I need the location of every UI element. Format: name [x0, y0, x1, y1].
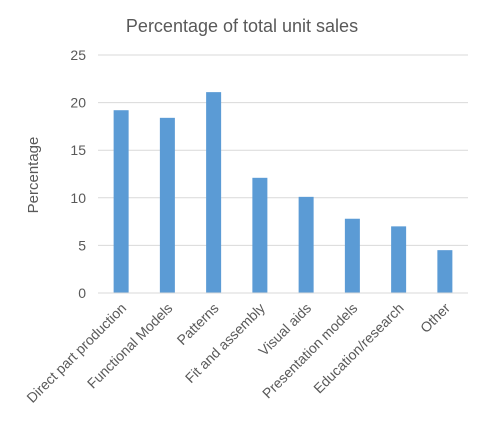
x-category-label: Other: [417, 300, 453, 336]
x-category-label: Education/research: [310, 300, 407, 397]
bar: [159, 117, 175, 293]
bar: [437, 250, 453, 293]
bar: [298, 196, 314, 293]
x-category-label: Functional Models: [84, 300, 176, 392]
y-tick-label: 0: [78, 285, 86, 301]
bar: [252, 177, 268, 293]
bar: [344, 218, 360, 293]
bar: [391, 226, 407, 293]
bars: [113, 92, 453, 294]
y-tick-label: 15: [70, 142, 86, 158]
bar: [113, 110, 129, 293]
y-tick-label: 10: [70, 190, 86, 206]
y-axis-ticks: 0 5 10 15 20 25: [70, 47, 86, 301]
bar: [206, 92, 222, 294]
x-category-label: Fit and assembly: [182, 300, 268, 386]
chart-title: Percentage of total unit sales: [126, 16, 358, 36]
y-tick-label: 25: [70, 47, 86, 63]
y-tick-label: 20: [70, 95, 86, 111]
gridlines: [98, 54, 468, 246]
y-tick-label: 5: [78, 237, 86, 253]
y-axis-label: Percentage: [25, 137, 42, 214]
